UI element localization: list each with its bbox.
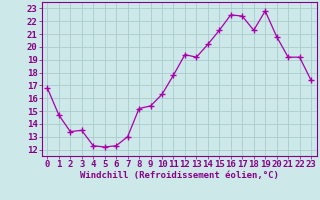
X-axis label: Windchill (Refroidissement éolien,°C): Windchill (Refroidissement éolien,°C) — [80, 171, 279, 180]
